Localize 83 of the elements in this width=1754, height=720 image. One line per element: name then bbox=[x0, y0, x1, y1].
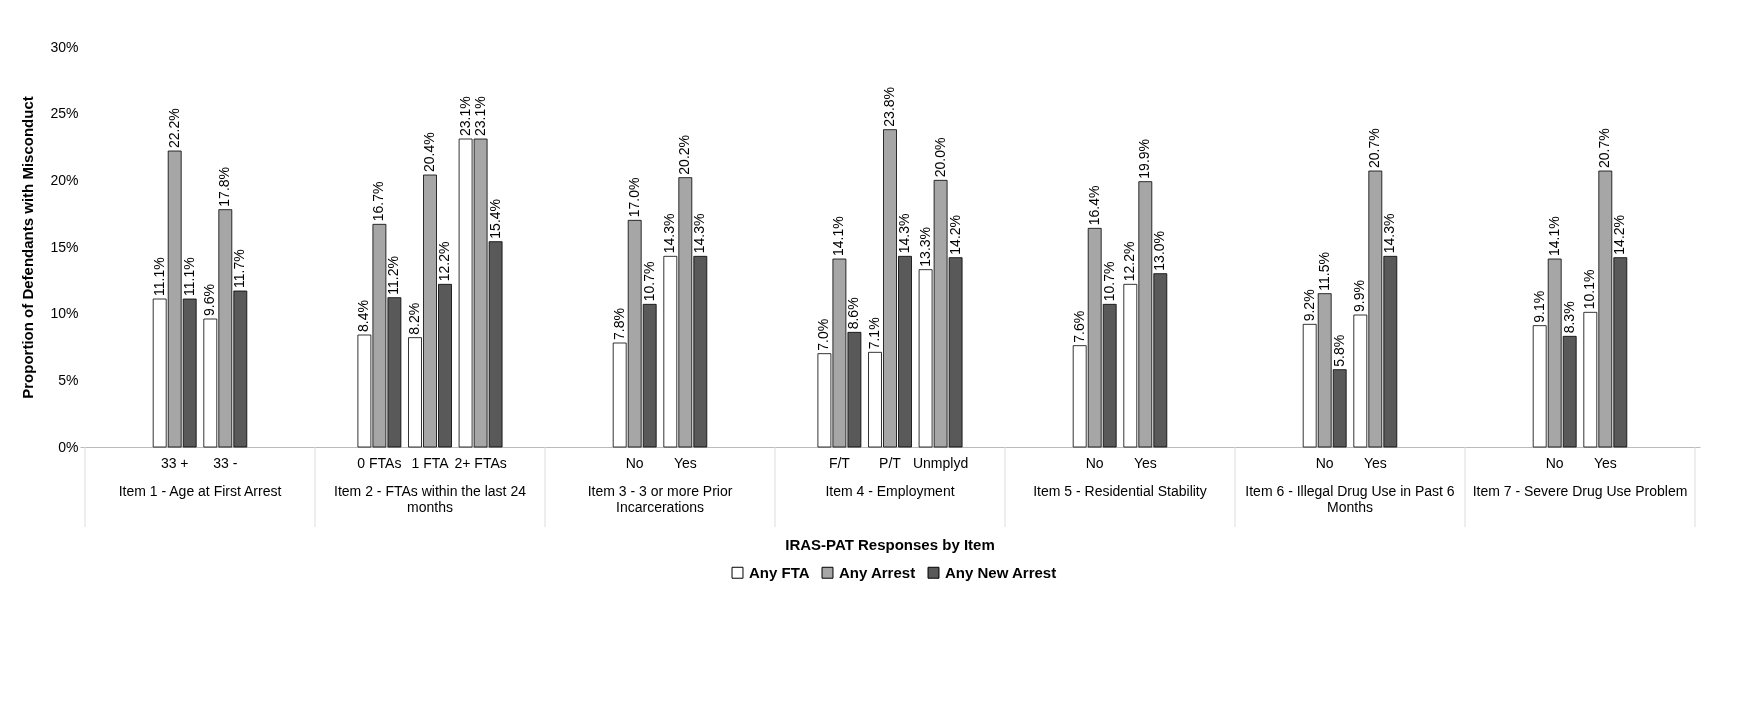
data-label: 20.7% bbox=[1366, 128, 1383, 168]
y-axis-title: Proportion of Defendants with Misconduct bbox=[19, 96, 37, 399]
data-label: 14.2% bbox=[946, 214, 963, 255]
data-label: 7.0% bbox=[815, 318, 832, 351]
data-label: 11.7% bbox=[231, 249, 248, 288]
data-label: 17.8% bbox=[216, 166, 233, 207]
data-label: 11.1% bbox=[150, 257, 167, 296]
data-label: 15.4% bbox=[486, 198, 503, 239]
data-label: 8.4% bbox=[355, 300, 372, 332]
x-tick-label: Yes bbox=[1363, 455, 1387, 471]
text: Item 3 - 3 or more Prior Incarcerations bbox=[587, 483, 733, 515]
x-tick-label: No bbox=[625, 455, 644, 471]
data-label: 10.7% bbox=[1100, 261, 1117, 302]
data-label: 20.4% bbox=[421, 132, 437, 172]
data-label: 9.9% bbox=[1351, 280, 1368, 312]
data-label: 16.7% bbox=[370, 181, 387, 222]
text: Item 7 - Severe Drug Use Problem bbox=[1472, 483, 1688, 499]
data-label: 9.2% bbox=[1300, 289, 1317, 322]
x-tick-label: No bbox=[1545, 455, 1564, 471]
text: Item 2 - FTAs within the last 24 months bbox=[334, 483, 527, 515]
data-label: 19.9% bbox=[1136, 138, 1153, 179]
data-label: 23.1% bbox=[456, 96, 473, 136]
data-label: 17.0% bbox=[625, 177, 642, 218]
text: Item 4 - Employment bbox=[825, 483, 955, 499]
data-label: 11.1% bbox=[180, 257, 197, 296]
x-tick-label: 33 + bbox=[160, 455, 189, 471]
data-label: 13.3% bbox=[916, 226, 933, 267]
x-tick-label: Yes bbox=[1133, 455, 1157, 471]
data-label: 7.8% bbox=[610, 308, 627, 340]
y-tick-label: 25% bbox=[50, 105, 79, 122]
data-label: 14.3% bbox=[1381, 213, 1398, 254]
data-label: 5.8% bbox=[1330, 334, 1347, 367]
data-label: 9.6% bbox=[201, 284, 218, 316]
data-label: 14.3% bbox=[896, 213, 912, 254]
text: Item 6 - Illegal Drug Use in Past 6 Months bbox=[1245, 483, 1455, 515]
data-label: 11.2% bbox=[385, 255, 402, 295]
data-label: 22.2% bbox=[165, 108, 182, 148]
data-label: 16.4% bbox=[1085, 185, 1102, 226]
data-label: 14.2% bbox=[1611, 214, 1628, 255]
data-label: 10.1% bbox=[1581, 269, 1598, 310]
data-label: 14.1% bbox=[1545, 216, 1562, 256]
x-tick-label: No bbox=[1315, 455, 1334, 471]
y-tick-label: 5% bbox=[58, 371, 79, 388]
data-label: 7.1% bbox=[866, 317, 882, 350]
x-tick-label: P/T bbox=[879, 455, 902, 471]
data-label: 20.7% bbox=[1596, 128, 1613, 168]
legend-label: Any New Arrest bbox=[945, 563, 1057, 581]
text: Item 5 - Residential Stability bbox=[1033, 483, 1207, 499]
data-label: 8.2% bbox=[406, 302, 422, 335]
x-tick-label: Yes bbox=[673, 455, 697, 471]
data-label: 14.3% bbox=[661, 213, 678, 254]
x-tick-label: 1 FTA bbox=[411, 455, 450, 471]
x-tick-label: No bbox=[1085, 455, 1104, 471]
data-label: 7.6% bbox=[1070, 310, 1087, 343]
data-label: 11.5% bbox=[1315, 251, 1332, 291]
data-label: 20.2% bbox=[676, 134, 693, 175]
x-axis-title: IRAS-PAT Responses by Item bbox=[785, 536, 995, 553]
data-label: 8.3% bbox=[1560, 301, 1577, 334]
y-tick-label: 20% bbox=[50, 171, 79, 188]
data-label: 12.2% bbox=[1121, 241, 1138, 282]
x-tick-label: F/T bbox=[828, 455, 851, 471]
x-tick-label: 2+ FTAs bbox=[454, 455, 507, 471]
legend-label: Any FTA bbox=[749, 563, 810, 581]
x-tick-label: Unmplyd bbox=[912, 455, 969, 471]
x-tick-label: 0 FTAs bbox=[357, 455, 402, 471]
text: Item 1 - Age at First Arrest bbox=[118, 483, 282, 499]
data-label: 8.6% bbox=[845, 297, 862, 330]
data-label: 23.8% bbox=[881, 86, 897, 127]
y-tick-label: 10% bbox=[50, 305, 79, 322]
data-label: 13.0% bbox=[1151, 230, 1168, 271]
y-tick-label: 30% bbox=[50, 38, 79, 55]
x-tick-label: 33 - bbox=[213, 455, 238, 471]
y-tick-label: 15% bbox=[50, 238, 79, 255]
data-label: 23.1% bbox=[471, 96, 488, 136]
data-label: 14.1% bbox=[830, 216, 847, 256]
data-label: 10.7% bbox=[640, 261, 657, 302]
data-label: 12.2% bbox=[436, 241, 452, 282]
legend-label: Any Arrest bbox=[839, 563, 916, 581]
data-label: 9.1% bbox=[1530, 290, 1547, 323]
x-tick-label: Yes bbox=[1593, 455, 1617, 471]
data-label: 20.0% bbox=[931, 137, 948, 178]
y-tick-label: 0% bbox=[58, 438, 79, 455]
data-label: 14.3% bbox=[691, 213, 708, 254]
